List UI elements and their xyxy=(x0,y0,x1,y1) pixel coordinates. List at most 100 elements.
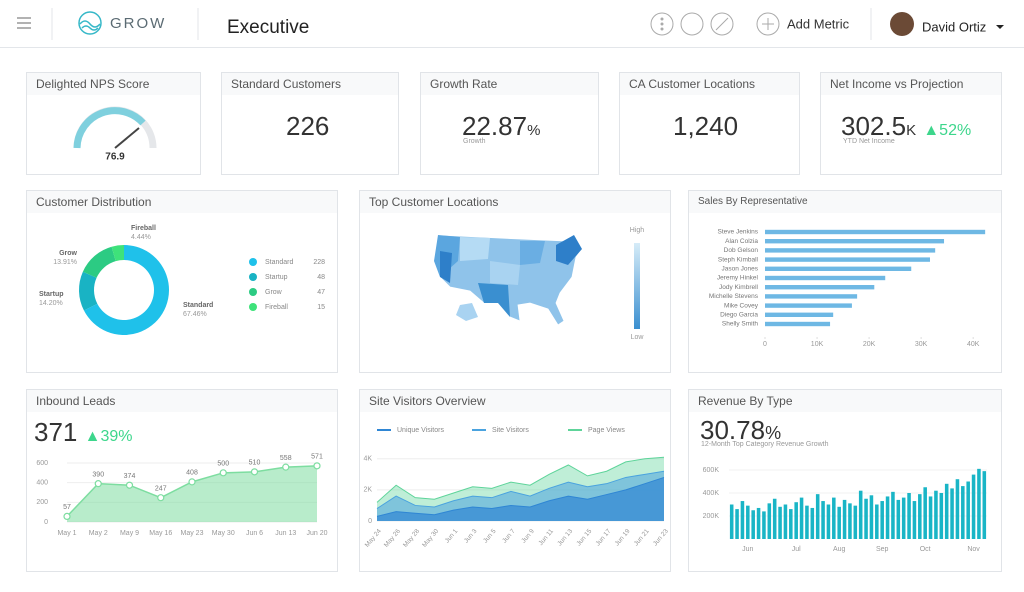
bar xyxy=(746,505,750,539)
bar xyxy=(765,229,986,235)
toolbar[interactable] xyxy=(650,12,780,36)
card-title: Inbound Leads xyxy=(27,390,337,412)
avatar[interactable] xyxy=(890,12,914,36)
gauge-value: 76.9 xyxy=(105,152,125,163)
bar xyxy=(783,504,788,539)
bar xyxy=(735,509,739,539)
chart-card: Site Visitors Overview 0 2K 4K Unique Visit… xyxy=(359,389,671,572)
bar xyxy=(950,488,954,539)
y-tick-label: Michelle Stevens xyxy=(709,293,759,300)
x-tick-label: May 26 xyxy=(383,528,402,549)
y-tick-label: 0 xyxy=(368,518,372,525)
slice-name: Fireball xyxy=(131,225,156,232)
bar xyxy=(891,491,895,539)
kpi-value: 1,240 xyxy=(673,111,739,141)
bar xyxy=(848,503,852,539)
kpi-card: CA Customer Locations 1,240 xyxy=(619,72,800,175)
legend-value: 47 xyxy=(317,289,325,296)
bar xyxy=(765,266,912,271)
chart-card: Revenue By Type 30.78% 12-Month Top Cate… xyxy=(688,389,1002,572)
card-title: Top Customer Locations xyxy=(360,191,670,213)
data-label: 247 xyxy=(155,486,167,493)
bar xyxy=(944,483,949,539)
donut-slice xyxy=(82,246,116,278)
bar xyxy=(934,490,938,539)
legend-dot xyxy=(249,288,257,296)
revenue-sub: 12-Month Top Category Revenue Growth xyxy=(701,441,829,448)
slice-name: Standard xyxy=(183,302,213,309)
x-tick-label: May 28 xyxy=(402,528,421,549)
bar xyxy=(928,496,933,539)
area xyxy=(377,477,664,521)
x-tick-label: Jun 19 xyxy=(614,528,632,548)
bar xyxy=(765,294,858,299)
point xyxy=(282,463,290,471)
point xyxy=(219,469,227,477)
x-tick-label: 0 xyxy=(763,341,767,348)
x-tick-label: 10K xyxy=(811,341,824,348)
legend-dot xyxy=(249,303,257,311)
bar xyxy=(961,486,965,539)
brand: GROW xyxy=(110,15,166,32)
line xyxy=(376,470,665,509)
x-tick-label: May 30 xyxy=(212,530,235,537)
bar xyxy=(885,496,890,539)
x-tick-label: May 1 xyxy=(57,530,76,537)
header-icons: GROW Executive Add Metric David Ortiz xyxy=(17,8,1004,40)
bar xyxy=(896,499,901,539)
legend-label: Unique Visitors xyxy=(397,427,444,434)
y-tick-label: Dob Gelson xyxy=(724,247,759,254)
data-label: 408 xyxy=(186,470,198,477)
bar-chart: 200K 400K 600K Jun Jul Aug Sep Oct Nov xyxy=(703,467,987,553)
x-tick-label: Nov xyxy=(967,546,980,553)
x-tick-label: 20K xyxy=(863,341,876,348)
kpi-card: Growth Rate 22.87% Growth xyxy=(420,72,599,175)
data-label: 571 xyxy=(311,454,323,461)
bar xyxy=(826,504,831,539)
point xyxy=(313,462,321,470)
chart-card: Sales By Representative 0 10K 20K 30K 40K Ste… xyxy=(688,190,1002,373)
x-tick-label: Jun 21 xyxy=(633,528,651,548)
x-tick-label: Sep xyxy=(876,546,889,553)
x-tick-label: Jun 7 xyxy=(501,528,517,545)
data-label: 390 xyxy=(92,471,104,478)
user-name[interactable]: David Ortiz xyxy=(922,19,986,34)
card-title: Standard Customers xyxy=(222,73,398,95)
y-tick-label: Shelly Smith xyxy=(722,321,759,328)
bar xyxy=(765,257,930,262)
legend-label: Standard xyxy=(265,259,294,266)
donut-slice xyxy=(111,245,124,262)
legend-label: Site Visitors xyxy=(492,427,529,434)
caret[interactable] xyxy=(996,25,1004,29)
menu-icon[interactable] xyxy=(17,17,31,29)
point xyxy=(63,512,71,520)
kpi-value: 22.87 xyxy=(462,111,528,141)
revenue-unit: % xyxy=(765,423,782,443)
slice-percent: 4.44% xyxy=(131,234,151,241)
legend-label: Startup xyxy=(265,274,288,281)
data-label: 558 xyxy=(280,455,292,462)
slice-name: Grow xyxy=(59,250,77,257)
bar xyxy=(842,499,847,539)
bar xyxy=(765,312,834,317)
line xyxy=(376,476,665,517)
kpi-sub: Growth xyxy=(463,138,486,145)
x-tick-label: Jun 17 xyxy=(595,528,613,548)
kpi-card: Standard Customers 226 xyxy=(221,72,399,175)
kpi-unit: K xyxy=(906,122,917,139)
y-tick-label: 400K xyxy=(703,490,720,497)
slice-percent: 13.91% xyxy=(53,259,77,266)
bar xyxy=(864,498,868,539)
y-tick-label: Jeremy Hinkel xyxy=(717,275,759,282)
y-tick-label: Alan Colzia xyxy=(725,238,758,245)
us-map: High Low xyxy=(433,227,644,341)
data-label: 57 xyxy=(63,504,71,511)
bar xyxy=(799,497,804,539)
legend-value: 15 xyxy=(317,304,325,311)
total: 371 xyxy=(34,417,78,447)
add-metric[interactable]: Add Metric xyxy=(787,16,850,31)
x-tick-label: May 16 xyxy=(149,530,172,537)
kpi-sub: YTD Net Income xyxy=(843,138,895,145)
x-tick-label: Oct xyxy=(920,546,931,553)
